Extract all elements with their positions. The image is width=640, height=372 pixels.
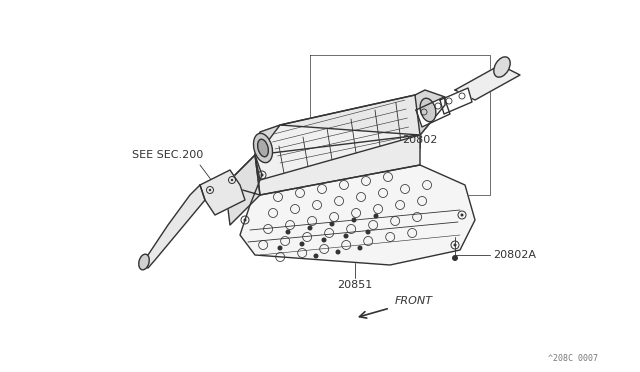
Text: 20802: 20802 — [403, 135, 438, 145]
Circle shape — [454, 244, 456, 247]
Circle shape — [209, 189, 211, 191]
Polygon shape — [140, 185, 205, 268]
Polygon shape — [255, 95, 445, 180]
Text: SEE SEC.200: SEE SEC.200 — [132, 150, 204, 160]
Circle shape — [300, 241, 305, 247]
Polygon shape — [455, 65, 520, 100]
Circle shape — [260, 173, 264, 176]
Circle shape — [278, 246, 282, 250]
Circle shape — [307, 225, 312, 231]
Text: 20802A: 20802A — [493, 250, 536, 260]
Polygon shape — [415, 90, 445, 135]
Ellipse shape — [258, 139, 268, 157]
Circle shape — [365, 230, 371, 234]
Ellipse shape — [494, 57, 510, 77]
Ellipse shape — [420, 98, 436, 122]
Circle shape — [314, 253, 319, 259]
Ellipse shape — [253, 133, 273, 163]
Circle shape — [321, 237, 326, 243]
Polygon shape — [416, 97, 450, 127]
Circle shape — [358, 246, 362, 250]
Polygon shape — [255, 125, 280, 155]
Circle shape — [335, 250, 340, 254]
Polygon shape — [440, 88, 472, 114]
Text: ^208C 0007: ^208C 0007 — [548, 354, 598, 363]
Polygon shape — [225, 155, 260, 225]
Circle shape — [461, 214, 463, 217]
Polygon shape — [200, 170, 245, 215]
Circle shape — [452, 255, 458, 261]
Ellipse shape — [139, 254, 149, 270]
Polygon shape — [310, 55, 490, 195]
Polygon shape — [225, 155, 475, 265]
Circle shape — [351, 218, 356, 222]
Polygon shape — [280, 95, 445, 135]
Text: 20851: 20851 — [337, 280, 372, 290]
Polygon shape — [255, 135, 420, 195]
Circle shape — [243, 218, 246, 221]
Circle shape — [330, 221, 335, 227]
Text: FRONT: FRONT — [395, 296, 433, 306]
Circle shape — [374, 214, 378, 218]
Circle shape — [344, 234, 349, 238]
Circle shape — [231, 179, 233, 181]
Circle shape — [285, 230, 291, 234]
